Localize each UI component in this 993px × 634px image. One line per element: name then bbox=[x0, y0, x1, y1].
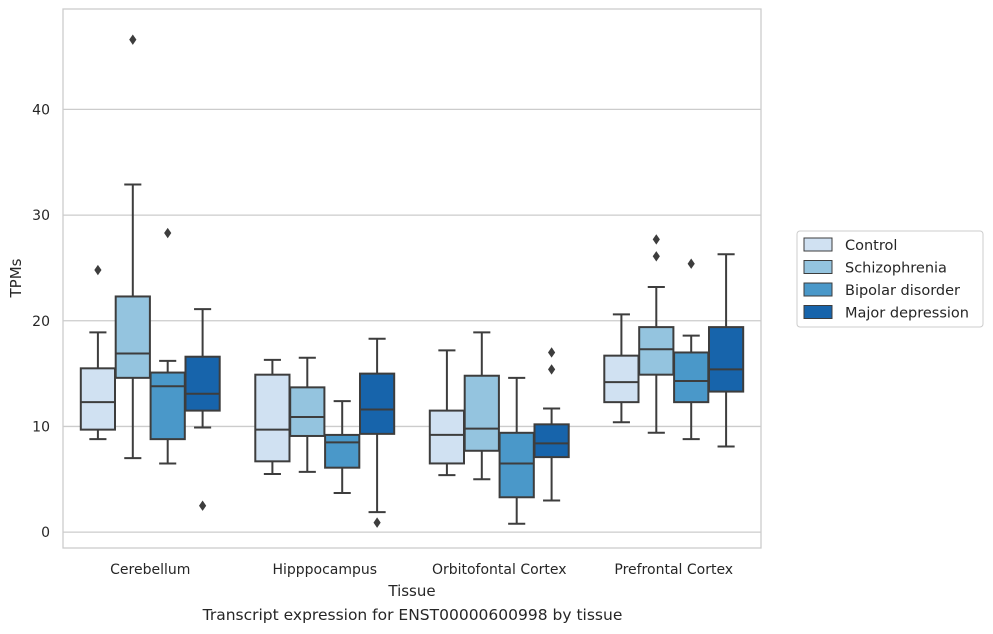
y-axis-title: TPMs bbox=[7, 258, 25, 298]
y-tick-label: 0 bbox=[41, 525, 50, 541]
box-iqr bbox=[324, 433, 361, 469]
legend-label: Control bbox=[845, 238, 897, 254]
y-tick-label: 40 bbox=[32, 102, 50, 118]
box-major-depression bbox=[533, 347, 570, 502]
box-bipolar-disorder bbox=[324, 400, 361, 495]
legend-label: Major depression bbox=[845, 306, 969, 322]
legend-frame bbox=[796, 230, 984, 328]
box-control bbox=[254, 358, 291, 476]
box-iqr bbox=[603, 354, 640, 404]
box-iqr bbox=[498, 431, 535, 499]
box-iqr bbox=[149, 371, 186, 441]
outlier-point bbox=[199, 500, 207, 511]
box-schizophrenia bbox=[114, 34, 151, 460]
y-tick-labels: 0 10 20 30 40 bbox=[32, 102, 50, 541]
box-major-depression bbox=[358, 337, 396, 528]
box-schizophrenia bbox=[638, 234, 675, 434]
box-iqr bbox=[707, 326, 745, 393]
box-control bbox=[603, 313, 640, 424]
boxplots bbox=[79, 34, 745, 528]
x-tick-label: Prefrontal Cortex bbox=[614, 562, 733, 578]
legend-label: Schizophrenia bbox=[845, 261, 947, 277]
outlier-point bbox=[548, 364, 556, 375]
box-iqr bbox=[289, 386, 326, 437]
box-iqr bbox=[463, 374, 500, 452]
box-iqr bbox=[79, 367, 117, 431]
box-iqr bbox=[254, 373, 291, 463]
legend-swatch bbox=[803, 282, 833, 297]
outlier-point bbox=[652, 234, 660, 245]
legend-swatch bbox=[803, 237, 833, 252]
box-iqr bbox=[184, 355, 221, 412]
box-bipolar-disorder bbox=[673, 258, 710, 441]
x-tick-label: Cerebellum bbox=[110, 562, 190, 578]
box-major-depression bbox=[707, 253, 745, 448]
box-iqr bbox=[114, 295, 151, 379]
box-bipolar-disorder bbox=[149, 227, 186, 465]
outlier-point bbox=[164, 227, 172, 239]
outlier-point bbox=[687, 258, 695, 269]
outlier-point bbox=[548, 347, 556, 358]
box-control bbox=[428, 349, 466, 477]
box-iqr bbox=[428, 409, 466, 465]
x-tick-label: Hipppocampus bbox=[272, 562, 377, 578]
legend-swatch bbox=[803, 305, 833, 319]
outlier-point bbox=[652, 251, 660, 262]
outlier-point bbox=[94, 264, 102, 276]
y-tick-label: 30 bbox=[32, 208, 50, 224]
plot-area bbox=[62, 8, 762, 549]
box-iqr bbox=[638, 326, 675, 376]
y-tick-label: 10 bbox=[32, 419, 50, 435]
outlier-point bbox=[129, 34, 137, 45]
legend-label: Bipolar disorder bbox=[845, 283, 960, 299]
box-schizophrenia bbox=[289, 356, 326, 473]
figure-caption: Transcript expression for ENST0000060099… bbox=[202, 606, 623, 624]
box-schizophrenia bbox=[463, 331, 500, 481]
box-bipolar-disorder bbox=[498, 376, 535, 525]
x-axis-title: Tissue bbox=[387, 582, 435, 600]
box-major-depression bbox=[184, 308, 221, 511]
outlier-point bbox=[373, 517, 381, 528]
x-tick-label: Orbitofontal Cortex bbox=[432, 562, 567, 578]
box-iqr bbox=[673, 351, 710, 404]
box-iqr bbox=[358, 372, 396, 435]
y-tick-label: 20 bbox=[32, 314, 50, 330]
legend: Control Schizophrenia Bipolar disorder Majo… bbox=[796, 230, 984, 328]
legend-swatch bbox=[803, 260, 833, 274]
box-iqr bbox=[533, 423, 570, 459]
box-control bbox=[79, 264, 117, 441]
x-tick-labels: Cerebellum Hipppocampus Orbitofontal Corte… bbox=[110, 562, 733, 578]
